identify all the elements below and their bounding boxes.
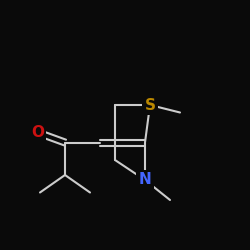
- Text: S: S: [144, 98, 156, 112]
- Text: O: O: [31, 125, 44, 140]
- Text: N: N: [138, 172, 151, 188]
